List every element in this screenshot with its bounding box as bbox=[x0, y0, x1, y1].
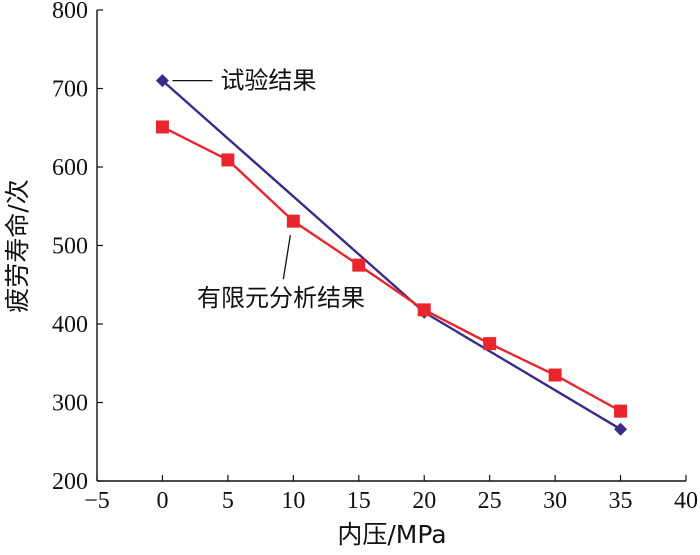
x-tick-label: 15 bbox=[347, 488, 371, 514]
x-tick-label: 20 bbox=[412, 488, 436, 514]
x-tick-label: 25 bbox=[478, 488, 502, 514]
annotation-leader-fea bbox=[282, 235, 291, 280]
data-point-fea bbox=[417, 303, 431, 317]
x-tick-label: 40 bbox=[674, 488, 698, 514]
data-point-fea bbox=[155, 120, 169, 134]
y-tick-label: 600 bbox=[52, 155, 88, 181]
data-point-fea bbox=[548, 368, 562, 382]
axes: −5 0 5 10 15 20 25 30 35 40 200 300 400 500 600 700 800 bbox=[52, 0, 698, 514]
x-tick-label: 30 bbox=[543, 488, 567, 514]
data-point-experimental bbox=[614, 422, 628, 436]
y-tick-label: 400 bbox=[52, 312, 88, 338]
series-line-fea bbox=[161, 125, 622, 413]
x-tick-label: 10 bbox=[281, 488, 305, 514]
y-axis-title: 疲劳寿命/次 bbox=[3, 179, 32, 312]
data-point-fea bbox=[286, 214, 300, 228]
x-tick-label: 5 bbox=[222, 488, 234, 514]
y-tick-label: 300 bbox=[52, 391, 88, 417]
y-tick-label: 700 bbox=[52, 77, 88, 103]
y-tick-label: 800 bbox=[52, 0, 88, 24]
data-point-experimental bbox=[155, 74, 169, 88]
x-axis-title: 内压/MPa bbox=[337, 520, 446, 549]
annotation-experimental: 试验结果 bbox=[220, 67, 316, 95]
y-tick-label: 500 bbox=[52, 234, 88, 260]
x-tick-label: 35 bbox=[609, 488, 633, 514]
data-point-fea bbox=[221, 153, 235, 167]
x-tick-label: 0 bbox=[156, 488, 168, 514]
annotation-fea: 有限元分析结果 bbox=[197, 284, 365, 312]
data-point-fea bbox=[483, 337, 497, 351]
data-point-fea bbox=[352, 258, 366, 272]
x-tick-label: −5 bbox=[84, 488, 110, 514]
y-tick-label: 200 bbox=[52, 469, 88, 495]
series-layer bbox=[155, 74, 628, 436]
data-point-fea bbox=[614, 404, 628, 418]
